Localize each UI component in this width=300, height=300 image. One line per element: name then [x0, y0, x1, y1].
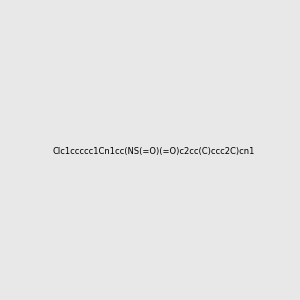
Text: Clc1ccccc1Cn1cc(NS(=O)(=O)c2cc(C)ccc2C)cn1: Clc1ccccc1Cn1cc(NS(=O)(=O)c2cc(C)ccc2C)c…: [52, 147, 255, 156]
